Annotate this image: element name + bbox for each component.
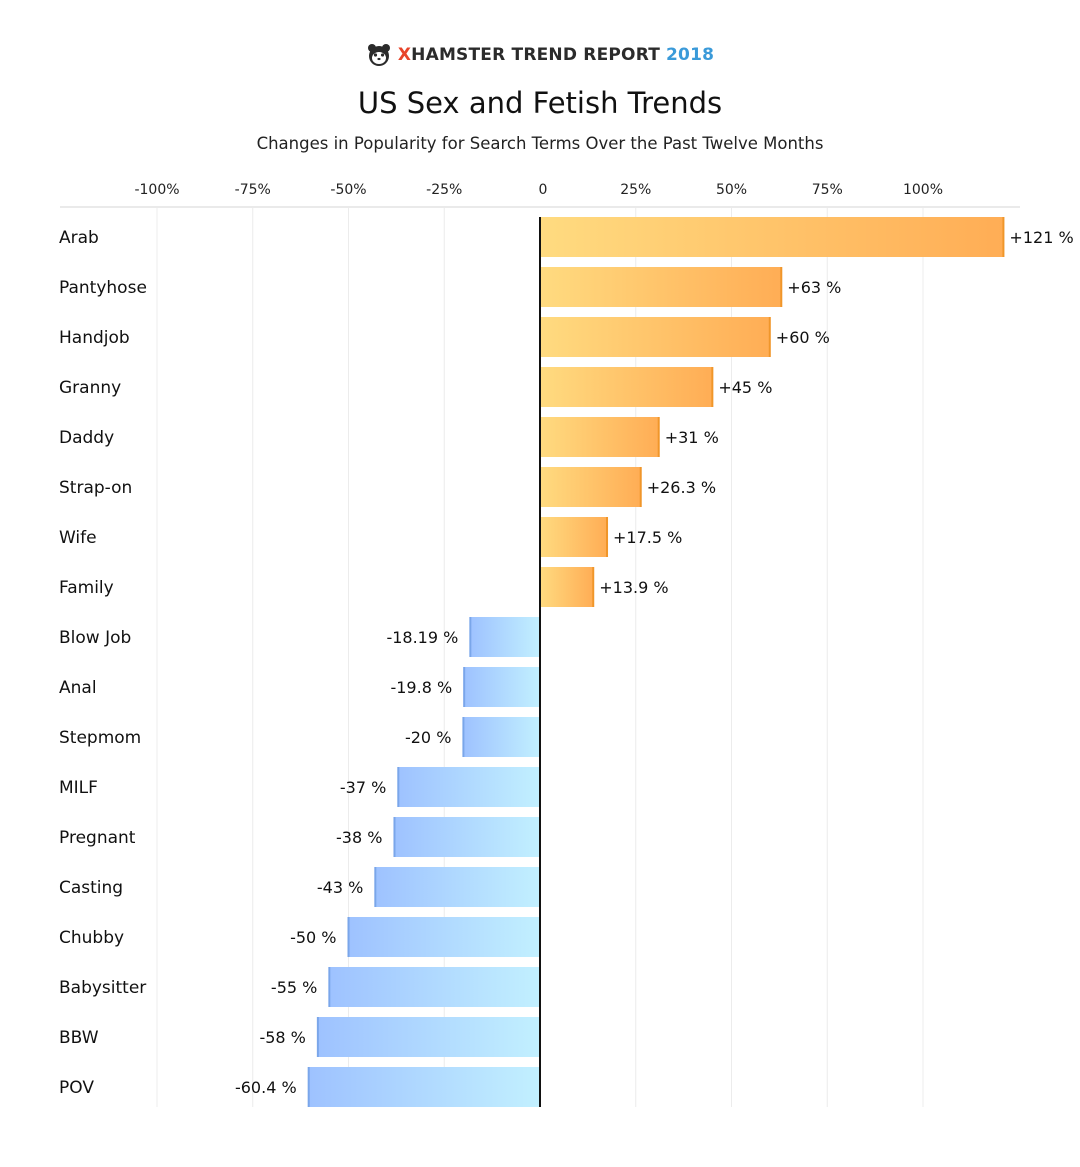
data-label: -58 %	[259, 1028, 305, 1047]
data-label: +60 %	[776, 328, 830, 347]
bar	[540, 367, 713, 407]
logo-x-mark: X	[397, 45, 412, 65]
data-label: -38 %	[336, 828, 382, 847]
bar	[308, 1067, 540, 1107]
bar	[540, 467, 641, 507]
bar	[394, 817, 540, 857]
category-label: Anal	[59, 678, 97, 698]
bar	[317, 1017, 540, 1057]
bar	[463, 717, 540, 757]
category-label: BBW	[59, 1028, 99, 1048]
category-label: Granny	[59, 378, 121, 398]
data-label: -43 %	[317, 878, 363, 897]
tick-layer: -100% -75% -50% -25% 0 25% 50% 75% 100%	[134, 182, 943, 198]
data-label: +45 %	[718, 378, 772, 397]
x-tick-label: -100%	[134, 182, 179, 198]
x-tick-label: 100%	[903, 182, 943, 198]
category-label: Stepmom	[59, 728, 141, 748]
bar	[398, 767, 540, 807]
data-label: -37 %	[340, 778, 386, 797]
x-tick-label: 50%	[716, 182, 747, 198]
category-label: Chubby	[59, 928, 124, 948]
x-tick-label: -50%	[330, 182, 366, 198]
hamster-icon	[367, 44, 390, 66]
category-label: Blow Job	[59, 628, 131, 648]
bar	[540, 417, 659, 457]
data-label: -19.8 %	[390, 678, 452, 697]
category-label: Pregnant	[59, 828, 136, 848]
x-tick-label: -25%	[426, 182, 462, 198]
data-label: -20 %	[405, 728, 451, 747]
bar	[375, 867, 540, 907]
bar	[470, 617, 540, 657]
logo-year: 2018	[666, 45, 715, 65]
data-label: +13.9 %	[599, 578, 668, 597]
bar	[540, 517, 608, 557]
bar	[540, 317, 770, 357]
bar	[540, 567, 594, 607]
report-logo: XHAMSTER TREND REPORT 2018	[0, 38, 1080, 72]
bar	[540, 217, 1004, 257]
data-label: +31 %	[665, 428, 719, 447]
category-label: MILF	[59, 778, 98, 798]
data-label: +17.5 %	[613, 528, 682, 547]
bar	[348, 917, 540, 957]
bar-layer	[307, 217, 1005, 1107]
data-label: -50 %	[290, 928, 336, 947]
category-label: Strap-on	[59, 478, 132, 498]
logo-brand: HAMSTER TREND REPORT	[411, 45, 661, 65]
category-label: Family	[59, 578, 114, 598]
category-label: Casting	[59, 878, 123, 898]
category-label: Pantyhose	[59, 278, 147, 298]
category-label: Handjob	[59, 328, 130, 348]
category-label: Arab	[59, 228, 99, 248]
data-label: -55 %	[271, 978, 317, 997]
grid-layer	[60, 206, 1020, 1107]
label-layer: Arab +121 % Pantyhose +63 % Handjob +60 % Gran…	[59, 228, 1074, 1098]
x-tick-label: 75%	[812, 182, 843, 198]
data-label: +26.3 %	[647, 478, 716, 497]
data-label: +63 %	[787, 278, 841, 297]
bar	[329, 967, 540, 1007]
data-label: +121 %	[1009, 228, 1073, 247]
data-label: -60.4 %	[235, 1078, 297, 1097]
x-tick-label: 0	[539, 182, 548, 198]
bar	[464, 667, 540, 707]
category-label: POV	[59, 1078, 94, 1098]
chart-subtitle: Changes in Popularity for Search Terms O…	[256, 134, 824, 153]
x-tick-label: 25%	[620, 182, 651, 198]
chart-title: US Sex and Fetish Trends	[357, 86, 723, 120]
category-label: Daddy	[59, 428, 114, 448]
data-label: -18.19 %	[386, 628, 458, 647]
category-label: Babysitter	[59, 978, 146, 998]
bar	[540, 267, 782, 307]
category-label: Wife	[59, 528, 97, 548]
x-tick-label: -75%	[235, 182, 271, 198]
